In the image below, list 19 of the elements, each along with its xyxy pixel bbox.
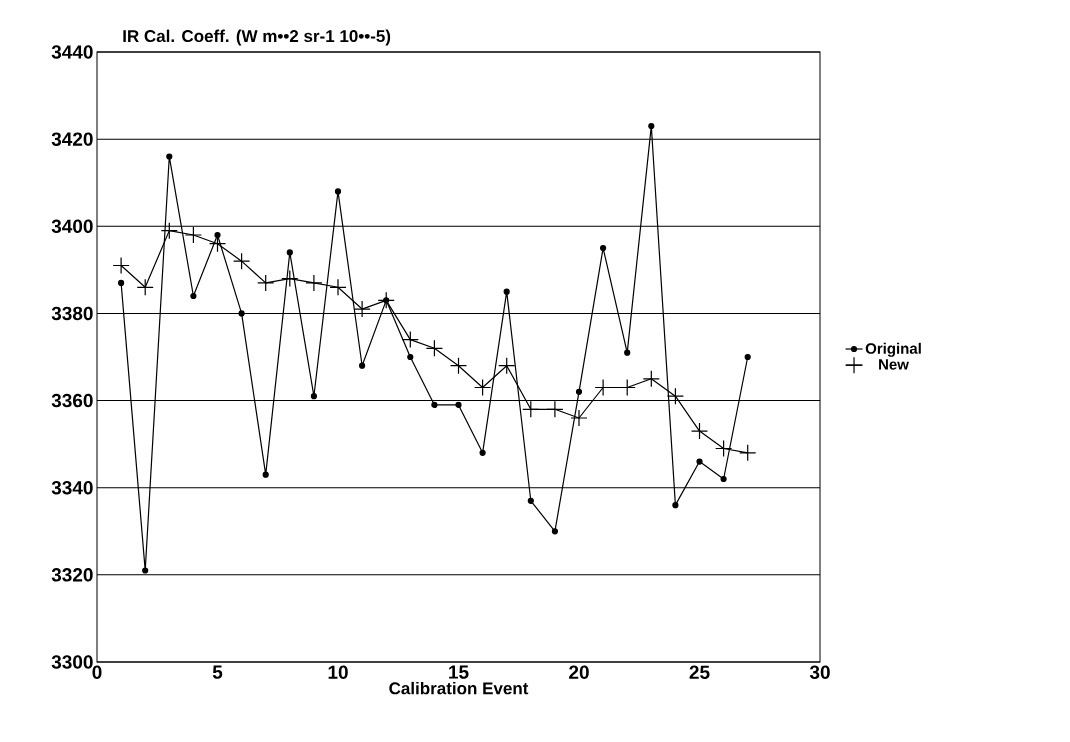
x-tick-label: 15 — [449, 665, 469, 679]
y-tick-label: 3320 — [51, 568, 93, 582]
x-tick-label: 10 — [328, 665, 348, 679]
y-tick-label: 3340 — [51, 480, 93, 495]
x-tick-label: 20 — [569, 665, 589, 679]
x-tick-label: 25 — [689, 665, 710, 679]
x-axis-title: Calibration Event — [389, 681, 529, 695]
x-tick-label: 0 — [92, 665, 102, 679]
y-tick-label: 3300 — [51, 655, 93, 669]
chart-title: IR Cal. Coeff. (W m••2 sr-1 10••-5) — [123, 29, 391, 46]
legend-label: New — [879, 359, 909, 370]
y-tick-label: 3420 — [51, 132, 93, 146]
x-tick-label: 30 — [809, 665, 830, 680]
x-tick-label: 5 — [212, 665, 223, 679]
y-tick-label: 3400 — [51, 219, 93, 234]
y-tick-label: 3360 — [51, 393, 93, 408]
legend-label: Original — [865, 342, 921, 357]
y-tick-label: 3380 — [51, 306, 93, 321]
y-tick-label: 3440 — [51, 45, 93, 59]
